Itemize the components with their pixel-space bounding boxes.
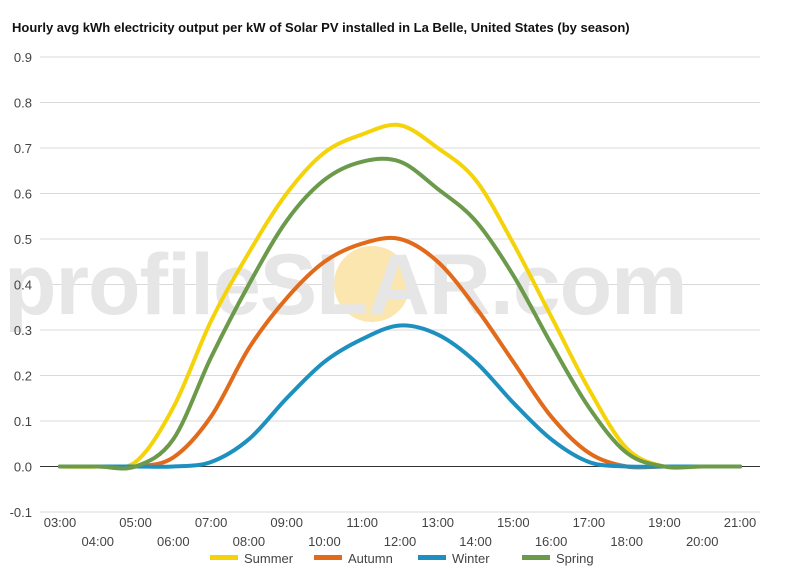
chart-title: Hourly avg kWh electricity output per kW… xyxy=(12,20,630,35)
x-tick-label: 08:00 xyxy=(233,534,266,549)
legend-item-autumn[interactable]: Autumn xyxy=(314,551,393,566)
y-tick-label: 0.3 xyxy=(14,323,32,338)
y-tick-label: 0.2 xyxy=(14,369,32,384)
x-tick-label: 13:00 xyxy=(422,515,455,530)
series-line-summer xyxy=(58,122,742,470)
watermark: profileSLAR.com xyxy=(4,237,688,333)
legend-label: Winter xyxy=(452,551,490,566)
x-tick-label: 10:00 xyxy=(308,534,341,549)
y-tick-label: 0.1 xyxy=(14,414,32,429)
watermark-sun-icon xyxy=(334,246,410,322)
x-tick-label: 07:00 xyxy=(195,515,228,530)
y-tick-label: 0.4 xyxy=(14,278,32,293)
y-tick-label: 0.8 xyxy=(14,96,32,111)
y-tick-label: 0.0 xyxy=(14,460,32,475)
legend-swatch xyxy=(210,555,238,560)
legend-swatch xyxy=(418,555,446,560)
x-tick-label: 21:00 xyxy=(724,515,757,530)
x-tick-label: 19:00 xyxy=(648,515,681,530)
series-line-spring xyxy=(58,156,742,471)
y-tick-label: 0.7 xyxy=(14,141,32,156)
legend-swatch xyxy=(314,555,342,560)
series-line-winter xyxy=(58,323,742,469)
legend-label: Autumn xyxy=(348,551,393,566)
y-tick-label: 0.6 xyxy=(14,187,32,202)
grid-layer xyxy=(40,56,760,513)
legend-item-winter[interactable]: Winter xyxy=(418,551,490,566)
y-axis-ticks: 0.9 0.8 0.7 0.6 0.5 0.4 0.3 0.2 0.1 0.0 -0.1 xyxy=(10,50,32,520)
x-tick-label: 05:00 xyxy=(119,515,152,530)
y-tick-label: -0.1 xyxy=(10,505,32,520)
legend[interactable]: Summer Autumn Winter Spring xyxy=(210,551,594,566)
x-tick-label: 15:00 xyxy=(497,515,530,530)
watermark-text-pre: profile xyxy=(4,237,260,333)
x-tick-label: 17:00 xyxy=(573,515,606,530)
x-axis-ticks: 03:00 04:00 05:00 06:00 07:00 08:00 09:00 10:00… xyxy=(44,515,757,549)
legend-label: Summer xyxy=(244,551,294,566)
watermark-text: profileSLAR.com xyxy=(4,237,687,333)
legend-item-summer[interactable]: Summer xyxy=(210,551,294,566)
x-tick-label: 16:00 xyxy=(535,534,568,549)
series-layer xyxy=(58,122,742,471)
x-tick-label: 20:00 xyxy=(686,534,719,549)
x-tick-label: 04:00 xyxy=(82,534,115,549)
y-tick-label: 0.9 xyxy=(14,50,32,65)
x-tick-label: 12:00 xyxy=(384,534,417,549)
y-tick-label: 0.5 xyxy=(14,232,32,247)
x-tick-label: 14:00 xyxy=(459,534,492,549)
x-tick-label: 09:00 xyxy=(270,515,303,530)
legend-swatch xyxy=(522,555,550,560)
legend-item-spring[interactable]: Spring xyxy=(522,551,594,566)
watermark-text-post: LAR.com xyxy=(316,237,686,333)
legend-label: Spring xyxy=(556,551,594,566)
x-tick-label: 06:00 xyxy=(157,534,190,549)
x-tick-label: 11:00 xyxy=(346,515,378,530)
x-tick-label: 03:00 xyxy=(44,515,77,530)
x-tick-label: 18:00 xyxy=(610,534,643,549)
